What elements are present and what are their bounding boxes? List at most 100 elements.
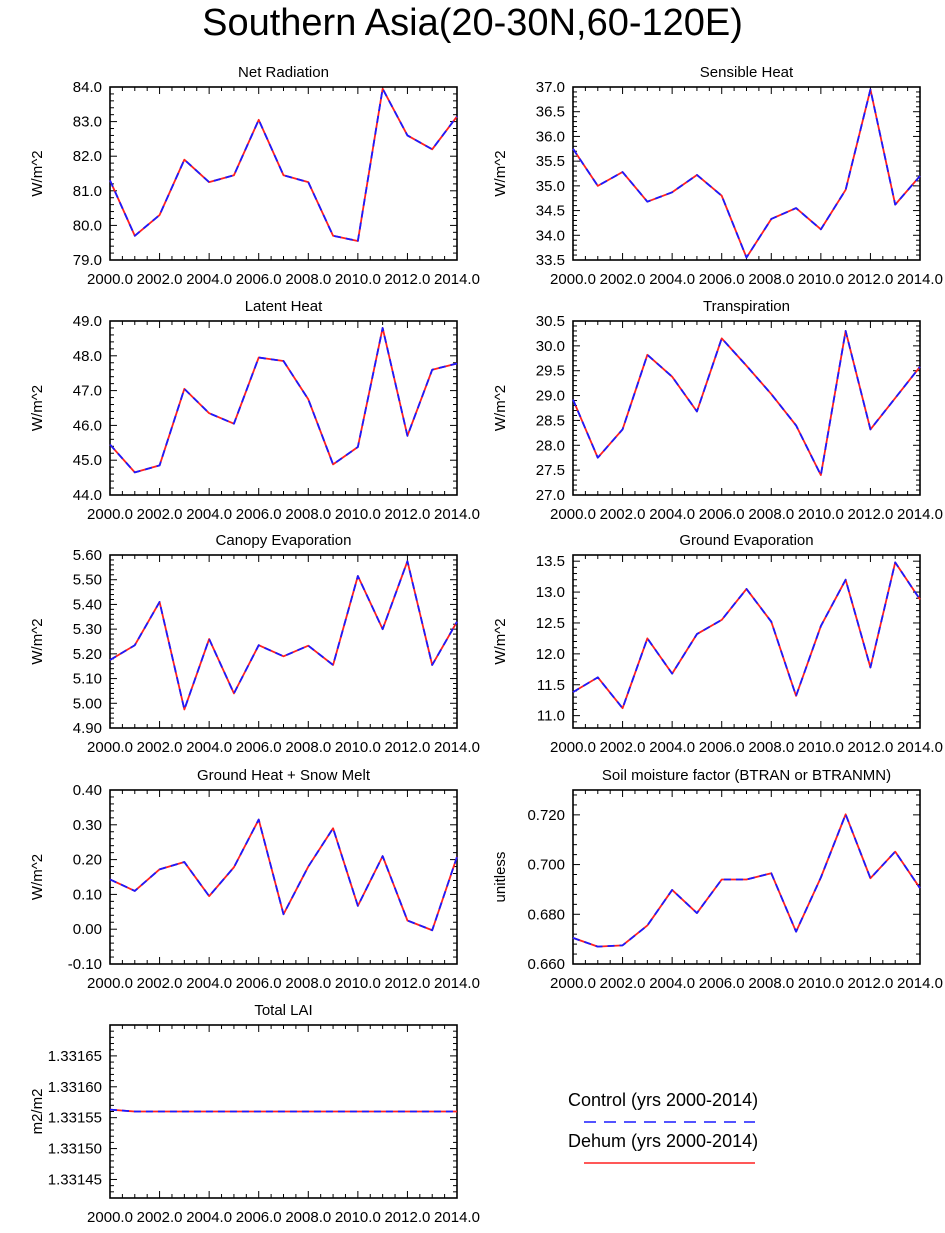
y-tick-label: 0.720 (527, 807, 565, 824)
x-tick-label: 2008.0 (285, 739, 331, 756)
x-tick-label: 2006.0 (236, 739, 282, 756)
x-tick-label: 2000.0 (87, 739, 133, 756)
chart-title-total-lai: Total LAI (254, 1002, 312, 1019)
series-line-dehum (572, 330, 921, 477)
figure-title: Southern Asia(20-30N,60-120E) (202, 2, 743, 44)
x-tick-label: 2008.0 (748, 506, 794, 523)
y-tick-label: 0.30 (73, 817, 102, 834)
x-tick-label: 2000.0 (87, 506, 133, 523)
legend-dehum-label: Dehum (yrs 2000-2014) (568, 1131, 758, 1151)
y-tick-label: 34.5 (536, 203, 565, 220)
x-tick-label: 2008.0 (285, 271, 331, 288)
x-tick-label: 2012.0 (384, 1209, 430, 1226)
x-tick-label: 2014.0 (434, 975, 480, 992)
x-tick-label: 2004.0 (649, 975, 695, 992)
y-axis-label-net-radiation: W/m^2 (29, 150, 46, 196)
x-tick-label: 2014.0 (897, 975, 943, 992)
y-tick-label: 12.5 (536, 615, 565, 632)
x-tick-label: 2006.0 (699, 739, 745, 756)
x-tick-label: 2002.0 (137, 739, 183, 756)
y-axis-label-soil-moisture-factor-btran-or-btranmn: unitless (492, 852, 509, 903)
y-tick-label: 0.700 (527, 857, 565, 874)
x-tick-label: 2014.0 (434, 506, 480, 523)
y-tick-label: 30.0 (536, 338, 565, 355)
y-tick-label: 29.5 (536, 363, 565, 380)
x-tick-label: 2002.0 (137, 506, 183, 523)
x-tick-label: 2012.0 (384, 271, 430, 288)
x-tick-label: 2004.0 (649, 271, 695, 288)
y-tick-label: 84.0 (73, 79, 102, 96)
x-tick-label: 2010.0 (798, 739, 844, 756)
y-tick-label: 44.0 (73, 487, 102, 504)
x-tick-label: 2006.0 (699, 506, 745, 523)
chart-title-ground-evaporation: Ground Evaporation (679, 532, 813, 549)
chart-title-latent-heat: Latent Heat (245, 298, 323, 315)
y-tick-label: 1.33165 (48, 1048, 102, 1065)
y-tick-label: 28.0 (536, 437, 565, 454)
x-tick-label: 2006.0 (699, 271, 745, 288)
x-tick-label: 2010.0 (335, 975, 381, 992)
x-tick-label: 2006.0 (236, 506, 282, 523)
x-tick-label: 2000.0 (87, 975, 133, 992)
y-tick-label: 0.20 (73, 852, 102, 869)
x-tick-label: 2004.0 (649, 506, 695, 523)
x-tick-label: 2012.0 (847, 739, 893, 756)
x-tick-label: 2012.0 (384, 506, 430, 523)
legend-control-label: Control (yrs 2000-2014) (568, 1090, 758, 1110)
y-tick-label: 27.0 (536, 487, 565, 504)
y-tick-label: 30.5 (536, 313, 565, 330)
x-tick-label: 2010.0 (335, 739, 381, 756)
series-line-control (109, 87, 458, 242)
series-line-control (572, 813, 921, 948)
x-tick-label: 2012.0 (384, 975, 430, 992)
y-tick-label: 46.0 (73, 417, 102, 434)
y-tick-label: 27.5 (536, 462, 565, 479)
y-tick-label: 81.0 (73, 183, 102, 200)
y-tick-label: 0.660 (527, 956, 565, 973)
x-tick-label: 2012.0 (384, 739, 430, 756)
x-tick-label: 2010.0 (335, 271, 381, 288)
chart-title-transpiration: Transpiration (703, 298, 790, 315)
x-tick-label: 2010.0 (798, 975, 844, 992)
x-tick-label: 2010.0 (798, 271, 844, 288)
y-axis-label-ground-heat-snow-melt: W/m^2 (29, 854, 46, 900)
x-tick-label: 2012.0 (847, 975, 893, 992)
x-tick-label: 2000.0 (87, 271, 133, 288)
y-tick-label: 28.5 (536, 412, 565, 429)
x-tick-label: 2002.0 (600, 739, 646, 756)
series-line-control (572, 88, 921, 259)
y-tick-label: 82.0 (73, 148, 102, 165)
series-line-control (109, 1108, 457, 1113)
y-tick-label: 83.0 (73, 114, 102, 131)
y-tick-label: 12.0 (536, 646, 565, 663)
chart-title-canopy-evaporation: Canopy Evaporation (216, 532, 352, 549)
x-tick-label: 2006.0 (699, 975, 745, 992)
y-tick-label: 1.33160 (48, 1079, 102, 1096)
x-tick-label: 2012.0 (847, 271, 893, 288)
y-axis-label-canopy-evaporation: W/m^2 (29, 618, 46, 664)
chart-title-soil-moisture-factor-btran-or-btranmn: Soil moisture factor (BTRAN or BTRANMN) (602, 767, 891, 784)
y-tick-label: 5.30 (73, 621, 102, 638)
x-tick-label: 2010.0 (798, 506, 844, 523)
y-axis-label-sensible-heat: W/m^2 (492, 150, 509, 196)
x-tick-label: 2000.0 (550, 739, 596, 756)
y-tick-label: 35.0 (536, 178, 565, 195)
x-tick-label: 2004.0 (186, 506, 232, 523)
x-tick-label: 2006.0 (236, 271, 282, 288)
x-tick-label: 2002.0 (600, 271, 646, 288)
y-tick-label: 5.00 (73, 695, 102, 712)
x-tick-label: 2014.0 (897, 271, 943, 288)
series-line-control (109, 818, 458, 932)
x-tick-label: 2004.0 (186, 271, 232, 288)
y-tick-label: 5.20 (73, 646, 102, 663)
y-tick-label: 37.0 (536, 79, 565, 96)
y-tick-label: 13.0 (536, 584, 565, 601)
x-tick-label: 2008.0 (285, 1209, 331, 1226)
y-tick-label: 5.50 (73, 572, 102, 589)
